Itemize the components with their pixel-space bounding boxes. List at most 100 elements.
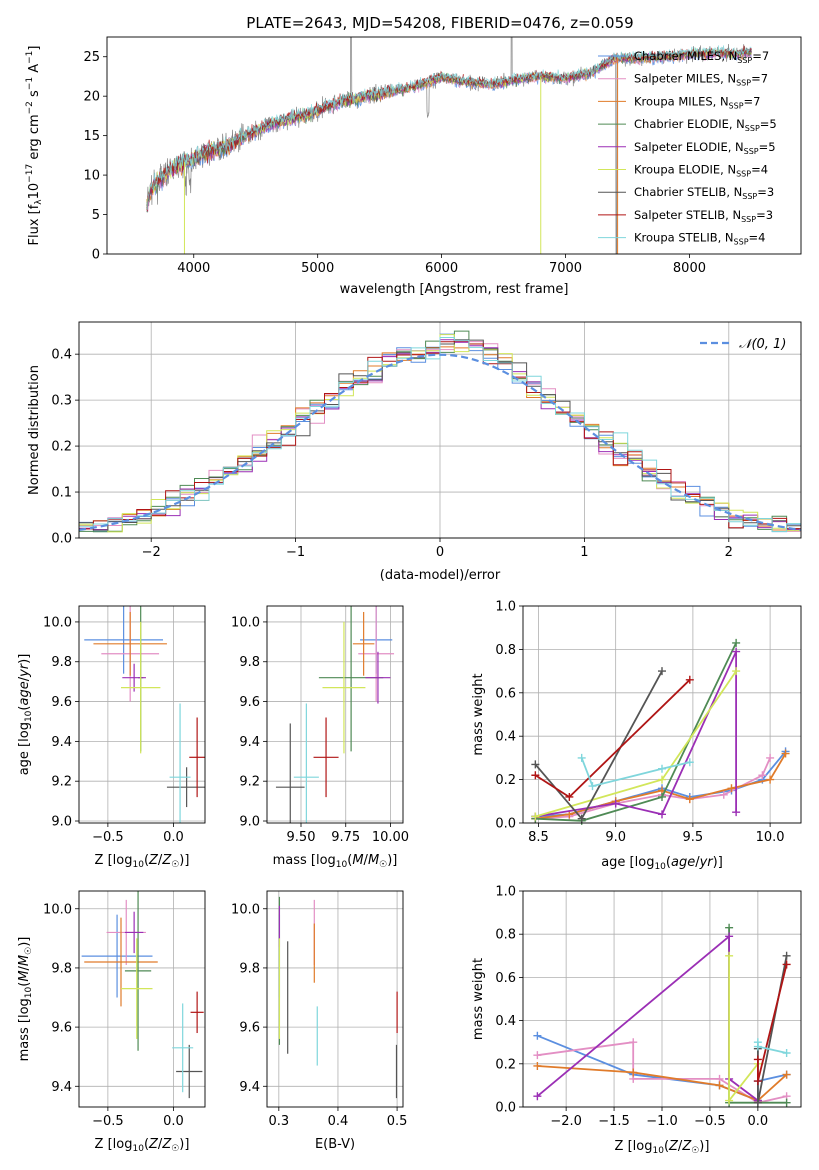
weight-point-marker xyxy=(658,667,666,676)
weight-series-line xyxy=(535,642,737,822)
errorbar-point xyxy=(190,991,204,1034)
mass_vs_EBV-series-group xyxy=(278,896,398,1099)
spectrum-xtick-label: 6000 xyxy=(425,261,458,276)
weight-point-marker xyxy=(533,1061,542,1070)
weight-point-marker xyxy=(715,1081,724,1090)
residuals-xtick-label: 2 xyxy=(725,545,733,560)
weight-point-marker xyxy=(577,814,586,823)
legend-value: =3 xyxy=(757,185,774,199)
weight_vs_age-xtick-label: 9.5 xyxy=(683,830,704,845)
weight-point-marker xyxy=(753,1042,762,1051)
weight-point-marker xyxy=(685,675,694,684)
weight_vs_age-ytick-label: 0.0 xyxy=(495,817,516,832)
weight_vs_Z-xlabel: Z [log10(Z/Z☉)] xyxy=(615,1139,710,1156)
errorbar-point xyxy=(176,1044,203,1099)
weight-point-marker xyxy=(658,775,666,784)
legend-text: Chabrier STELIB, N xyxy=(634,185,742,199)
errorbar-point xyxy=(122,663,146,692)
weight-series-line xyxy=(757,1042,787,1054)
weight_vs_age-xtick-label: 8.5 xyxy=(528,830,549,845)
errorbar-point xyxy=(172,1003,194,1093)
residuals-xlabel: (data-model)/error xyxy=(380,568,501,583)
legend-text: Chabrier MILES, N xyxy=(634,49,737,63)
weight_vs_Z-ylabel: mass weight xyxy=(471,958,486,1040)
age_vs_mass-ytick-label: 9.4 xyxy=(239,735,260,750)
errorbar-point xyxy=(189,717,205,798)
weight_vs_age-frame xyxy=(522,605,802,824)
weight_vs_Z-ytick-label: 0.8 xyxy=(495,928,516,943)
normal-reference-curve xyxy=(79,353,801,531)
age_vs_Z-ytick-label: 9.2 xyxy=(51,775,72,790)
age_vs_mass-frame xyxy=(266,605,404,824)
weight_vs_age-xtick-label: 10.0 xyxy=(756,830,785,845)
mass_vs_EBV-frame xyxy=(266,890,404,1108)
age_vs_mass-ytick-label: 9.2 xyxy=(239,775,260,790)
mass_vs_Z-ylabel: mass [log10(M/M☉)] xyxy=(17,937,34,1062)
weight_vs_Z-xtick-label: −2.0 xyxy=(550,1114,582,1129)
weight-point-marker xyxy=(782,951,791,960)
weight-point-marker xyxy=(531,812,540,821)
weight-point-marker xyxy=(732,647,741,656)
legend-subscript: SSP xyxy=(741,215,756,224)
weight-point-marker xyxy=(719,790,728,799)
weight-point-marker xyxy=(629,1038,638,1047)
mass_vs_EBV-ytick-label: 9.6 xyxy=(239,1021,260,1036)
weight_vs_age-ytick-label: 1.0 xyxy=(495,600,516,615)
weight-point-marker xyxy=(588,782,597,791)
mass_vs_Z-series-group xyxy=(81,891,204,1099)
age_vs_Z-ytick-label: 10.0 xyxy=(43,615,72,630)
weight_vs_age-ylabel: mass weight xyxy=(471,673,486,755)
weight-point-marker xyxy=(758,771,767,780)
weight-series-line xyxy=(757,955,788,1103)
spectrum-ytick-label: 20 xyxy=(83,90,100,105)
weight-point-marker xyxy=(531,760,540,769)
weight_vs_Z-xtick-label: 0.0 xyxy=(748,1114,769,1129)
weight-point-marker xyxy=(782,960,791,969)
errorbar-point xyxy=(313,717,339,798)
errorbar-point xyxy=(124,911,144,954)
residuals-xtick-label: −2 xyxy=(142,545,161,560)
mass_vs_Z-ytick-label: 10.0 xyxy=(43,902,72,917)
mass_vs_EBV-xtick-label: 0.5 xyxy=(387,1114,408,1129)
legend-value: =5 xyxy=(759,140,776,154)
age_vs_Z-grid xyxy=(79,606,205,823)
spectrum-model-line xyxy=(146,45,752,210)
weight_vs_Z-ytick-label: 0.0 xyxy=(495,1101,516,1116)
legend-value: =3 xyxy=(756,208,773,222)
weight-point-marker xyxy=(629,1068,638,1077)
weight-series-line xyxy=(580,757,691,788)
legend-value: =7 xyxy=(751,72,768,86)
legend-subscript: SSP xyxy=(737,56,752,65)
errorbar-point xyxy=(352,611,375,676)
weight-point-marker xyxy=(533,1031,542,1040)
weight-point-marker xyxy=(766,753,775,762)
weight-point-marker xyxy=(565,792,574,801)
legend-entry: Salpeter STELIB, NSSP=3 xyxy=(634,208,773,224)
weight-point-marker xyxy=(781,749,790,758)
age_vs_mass-grid xyxy=(267,606,403,823)
spectrum-xtick-label: 7000 xyxy=(549,261,582,276)
legend-subscript: SSP xyxy=(736,79,751,88)
weight-point-marker xyxy=(753,1098,762,1107)
age_vs_Z-ylabel: age [log10(age/yr)] xyxy=(17,654,34,776)
errorbar-point xyxy=(124,891,152,1051)
errorbar-point xyxy=(322,621,366,754)
spectrum-xtick-label: 8000 xyxy=(673,261,706,276)
figure-title: PLATE=2643, MJD=54208, FIBERID=0476, z=0… xyxy=(246,14,633,32)
mass_vs_Z-axes: −0.5 0.0 9.4 9.6 9.8 10.0 xyxy=(43,891,205,1129)
weight-point-marker xyxy=(658,810,666,819)
age_vs_mass-ytick-label: 9.6 xyxy=(239,695,260,710)
mass_vs_Z-grid xyxy=(79,891,205,1107)
weight_vs_age-ytick-label: 0.8 xyxy=(495,643,516,658)
spectrum-xtick-label: 4000 xyxy=(177,261,210,276)
weight-point-marker xyxy=(782,1070,791,1079)
weight_vs_Z-series-group xyxy=(533,923,791,1107)
mass_vs_EBV-ytick-label: 10.0 xyxy=(231,902,260,917)
mass_vs_Z-xtick-label: −0.5 xyxy=(92,1114,124,1129)
legend-text: Salpeter STELIB, N xyxy=(634,208,741,222)
mass_vs_Z-ytick-label: 9.8 xyxy=(51,961,72,976)
errorbar-point xyxy=(166,767,205,808)
weight-point-marker xyxy=(725,1096,734,1105)
spectrum-ytick-label: 10 xyxy=(83,169,100,184)
